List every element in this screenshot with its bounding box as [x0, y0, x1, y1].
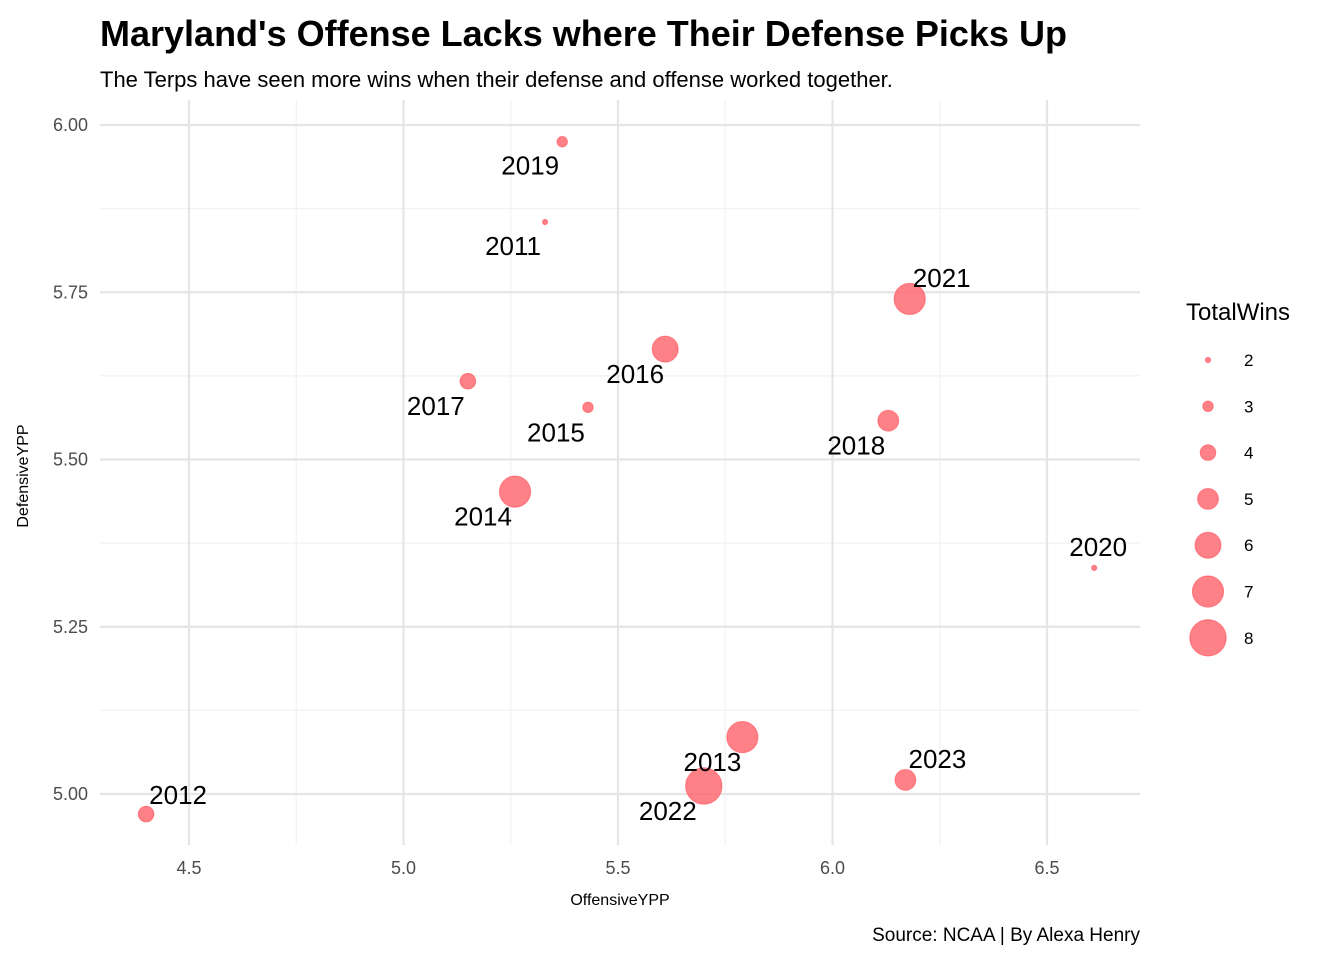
- point-label-2012: 2012: [149, 780, 207, 810]
- y-axis-title: DefensiveYPP: [15, 424, 32, 527]
- data-points: [137, 136, 1098, 823]
- y-tick-label: 5.25: [53, 617, 88, 637]
- point-label-2015: 2015: [527, 417, 585, 447]
- legend-key-7: [1191, 575, 1225, 608]
- data-point-2011: [541, 218, 549, 226]
- x-tick-label: 5.5: [605, 858, 630, 878]
- x-tick-label: 6.0: [820, 858, 845, 878]
- point-label-2021: 2021: [913, 263, 971, 293]
- data-point-2015: [582, 401, 594, 414]
- legend-label-5: 5: [1244, 490, 1253, 509]
- legend: TotalWins 2 3 4 5 6 7 8: [1186, 299, 1290, 657]
- point-label-2014: 2014: [454, 502, 512, 532]
- y-tick-label: 5.75: [53, 282, 88, 302]
- x-tick-label: 6.5: [1034, 858, 1059, 878]
- legend-label-6: 6: [1244, 536, 1253, 555]
- data-point-2014: [498, 475, 532, 508]
- axis-ticks: 4.5 5.0 5.5 6.0 6.5 5.00 5.25 5.50 5.75 6.00: [53, 115, 1060, 878]
- legend-key-3: [1202, 400, 1214, 412]
- y-tick-label: 6.00: [53, 115, 88, 135]
- legend-key-8: [1189, 619, 1227, 657]
- point-label-2020: 2020: [1069, 532, 1127, 562]
- data-point-2022: [685, 767, 723, 805]
- data-point-2016: [651, 335, 679, 363]
- x-tick-label: 4.5: [176, 858, 201, 878]
- point-labels: 2011 2012 2013 2014 2015 2016 2017 2018 2019 2020…: [149, 151, 1127, 826]
- data-point-2021: [893, 282, 926, 316]
- legend-key-5: [1197, 488, 1219, 510]
- x-tick-label: 5.0: [391, 858, 416, 878]
- chart-title: Maryland's Offense Lacks where Their Def…: [100, 13, 1067, 54]
- data-point-2018: [877, 409, 900, 432]
- point-label-2018: 2018: [827, 431, 885, 461]
- data-point-2012: [137, 805, 155, 823]
- data-point-2013: [726, 721, 759, 754]
- data-point-2020: [1091, 564, 1098, 571]
- legend-label-2: 2: [1244, 351, 1253, 370]
- point-label-2017: 2017: [407, 391, 465, 421]
- point-label-2011: 2011: [485, 231, 541, 261]
- point-label-2013: 2013: [683, 747, 741, 777]
- point-label-2023: 2023: [909, 744, 967, 774]
- point-label-2019: 2019: [501, 151, 559, 181]
- legend-label-7: 7: [1244, 583, 1253, 602]
- point-label-2016: 2016: [606, 359, 664, 389]
- y-tick-label: 5.00: [53, 784, 88, 804]
- legend-key-4: [1199, 444, 1217, 461]
- data-point-2017: [459, 372, 477, 390]
- legend-key-2: [1204, 356, 1212, 364]
- data-point-2023: [894, 769, 917, 791]
- grid: [100, 100, 1140, 845]
- legend-title: TotalWins: [1186, 299, 1290, 326]
- legend-label-8: 8: [1244, 629, 1253, 648]
- x-axis-title: OffensiveYPP: [570, 892, 669, 909]
- legend-key-6: [1194, 531, 1222, 559]
- legend-label-3: 3: [1244, 397, 1253, 416]
- chart-subtitle: The Terps have seen more wins when their…: [100, 67, 893, 92]
- point-label-2022: 2022: [639, 796, 697, 826]
- legend-label-4: 4: [1244, 444, 1253, 463]
- chart-caption: Source: NCAA | By Alexa Henry: [872, 925, 1140, 946]
- y-tick-label: 5.50: [53, 450, 88, 470]
- data-point-2019: [556, 136, 568, 148]
